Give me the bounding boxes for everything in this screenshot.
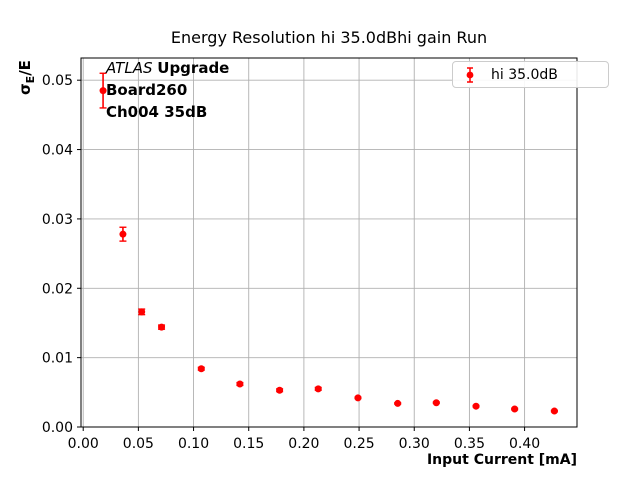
legend-label: hi 35.0dB — [491, 66, 558, 83]
atlas-annotation: ATLAS Upgrade Board260 Ch004 35dB — [106, 57, 229, 123]
x-tick-label: 0.30 — [399, 436, 430, 452]
errorbar-marker-icon — [466, 66, 474, 83]
x-axis-label: Input Current [mA] — [426, 452, 577, 468]
x-tick-label: 0.20 — [288, 436, 319, 452]
annotation-line-2: Board260 — [106, 81, 188, 99]
data-point — [511, 405, 519, 413]
data-point — [394, 399, 402, 407]
x-tick-label: 0.15 — [233, 436, 264, 452]
axes-frame — [80, 57, 578, 428]
data-point — [432, 399, 440, 407]
experiment-label: ATLAS — [106, 59, 153, 77]
data-point — [472, 402, 480, 410]
y-tick-label: 0.04 — [42, 143, 73, 159]
x-tick-label: 0.05 — [123, 436, 154, 452]
data-point — [314, 385, 322, 393]
y-tick-label: 0.00 — [42, 420, 73, 436]
upgrade-label: Upgrade — [157, 59, 230, 77]
legend: hi 35.0dB — [452, 61, 609, 88]
data-point — [276, 386, 284, 394]
data-point — [99, 87, 107, 95]
y-tick-label: 0.05 — [42, 73, 73, 89]
data-point — [138, 308, 146, 316]
data-point — [197, 365, 205, 373]
x-tick-label: 0.25 — [343, 436, 374, 452]
y-tick-label: 0.03 — [42, 212, 73, 228]
y-tick-label: 0.01 — [42, 351, 73, 367]
x-tick-label: 0.35 — [454, 436, 485, 452]
data-point — [119, 230, 127, 238]
x-tick-label: 0.10 — [178, 436, 209, 452]
annotation-line-3: Ch004 35dB — [106, 103, 208, 121]
x-tick-label: 0.00 — [68, 436, 99, 452]
data-point — [550, 407, 558, 415]
data-point — [354, 394, 362, 402]
chart-title: Energy Resolution hi 35.0dBhi gain Run — [170, 28, 488, 47]
y-tick-label: 0.02 — [42, 281, 73, 297]
data-point — [236, 380, 244, 388]
data-point — [158, 323, 166, 331]
annotation-line-1: ATLAS Upgrade — [106, 57, 229, 79]
x-tick-label: 0.40 — [509, 436, 540, 452]
